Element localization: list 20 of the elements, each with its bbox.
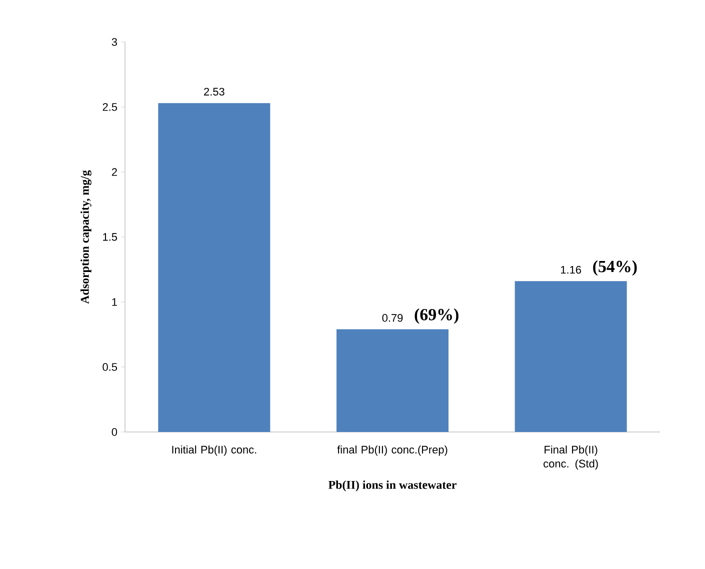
y-tick-label: 3 <box>112 38 118 46</box>
data-label: 0.79 <box>382 314 403 322</box>
data-label: 1.16 <box>561 266 582 274</box>
bar <box>336 329 449 432</box>
y-axis-title: Adsorption capacity, mg/g <box>80 170 92 304</box>
x-tick-label: final Pb(II) conc.(Prep) <box>337 446 448 456</box>
data-label: 2.53 <box>204 88 224 96</box>
x-axis-title: Pb(II) ions in wastewater <box>328 480 456 492</box>
y-tick-label: 2 <box>112 168 117 176</box>
y-tick-label: 0.5 <box>102 363 118 371</box>
y-tick-label: 2.5 <box>102 103 118 111</box>
y-tick-label: 0 <box>112 428 118 436</box>
y-tick-label: 1 <box>112 298 117 306</box>
annotation: (54%) <box>593 260 637 276</box>
x-tick-label: Initial Pb(II) conc. <box>172 446 256 456</box>
bar <box>158 103 270 432</box>
bar <box>514 281 627 432</box>
x-tick-label: Final Pb(II) conc. (Std) <box>544 446 598 470</box>
annotation: (69%) <box>414 308 458 324</box>
y-tick-label: 1.5 <box>103 233 118 241</box>
